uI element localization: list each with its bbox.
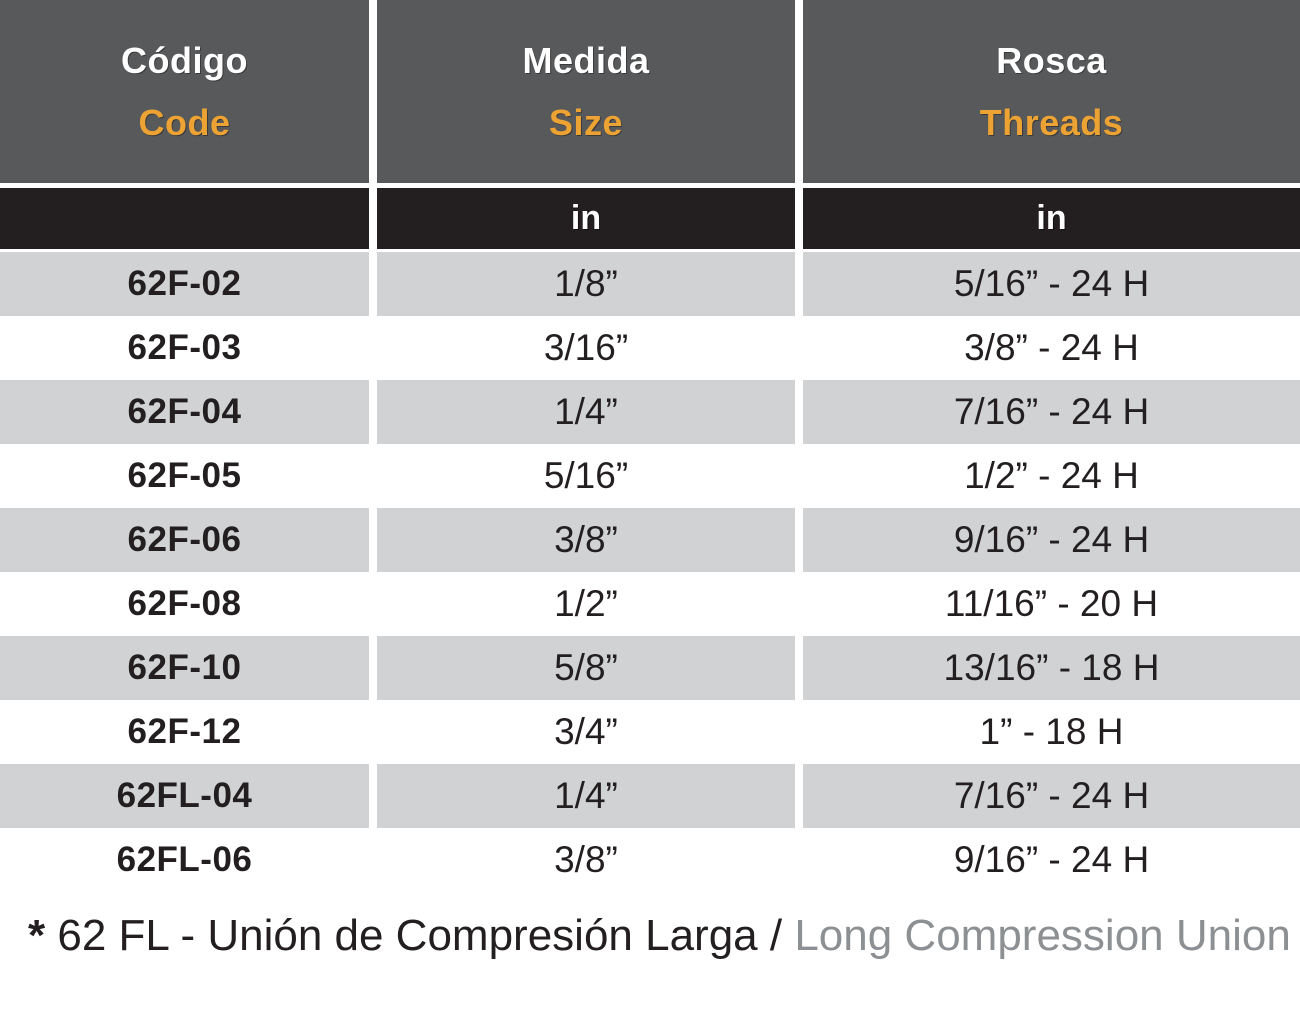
code-cell: 62FL-06 [0, 828, 369, 892]
table-row: 62F-03 3/16” 3/8” - 24 H [0, 316, 1300, 380]
threads-cell: 5/16” - 24 H [803, 252, 1300, 316]
unit-label-size: in [570, 199, 602, 237]
code-cell: 62F-06 [0, 508, 369, 572]
threads-cell: 1/2” - 24 H [803, 444, 1300, 508]
table-body: 62F-02 1/8” 5/16” - 24 H 62F-03 3/16” 3/… [0, 252, 1300, 892]
header-title-codigo: Código [121, 39, 248, 81]
header-title-rosca: Rosca [996, 39, 1107, 81]
size-cell: 5/8” [377, 636, 795, 700]
threads-cell: 9/16” - 24 H [803, 828, 1300, 892]
threads-cell: 9/16” - 24 H [803, 508, 1300, 572]
table-row: 62F-12 3/4” 1” - 18 H [0, 700, 1300, 764]
header-title-code: Code [138, 101, 231, 143]
code-cell: 62F-12 [0, 700, 369, 764]
footnote-text-en: Long Compression Union [794, 911, 1291, 960]
header-cell-size: Medida Size [377, 0, 795, 183]
code-cell: 62F-05 [0, 444, 369, 508]
table-row: 62F-08 1/2” 11/16” - 20 H [0, 572, 1300, 636]
size-cell: 1/4” [377, 764, 795, 828]
code-cell: 62F-02 [0, 252, 369, 316]
threads-cell: 3/8” - 24 H [803, 316, 1300, 380]
size-cell: 3/8” [377, 828, 795, 892]
header-cell-threads: Rosca Threads [803, 0, 1300, 183]
code-cell: 62F-10 [0, 636, 369, 700]
size-cell: 1/2” [377, 572, 795, 636]
unit-label-threads: in [1036, 199, 1067, 237]
table-row: 62F-02 1/8” 5/16” - 24 H [0, 252, 1300, 316]
code-cell: 62F-08 [0, 572, 369, 636]
unit-cell-size: in [377, 188, 795, 249]
table-row: 62F-10 5/8” 13/16” - 18 H [0, 636, 1300, 700]
code-cell: 62FL-04 [0, 764, 369, 828]
header-cell-code: Código Code [0, 0, 369, 183]
table-row: 62F-06 3/8” 9/16” - 24 H [0, 508, 1300, 572]
threads-cell: 7/16” - 24 H [803, 380, 1300, 444]
size-cell: 1/8” [377, 252, 795, 316]
header-title-size: Size [548, 101, 624, 143]
size-cell: 5/16” [377, 444, 795, 508]
header-title-medida: Medida [522, 39, 650, 81]
threads-cell: 1” - 18 H [803, 700, 1300, 764]
header-title-threads: Threads [979, 101, 1124, 143]
table-header-row: Código Code Medida Size Rosca Threads [0, 0, 1300, 183]
table-row: 62F-04 1/4” 7/16” - 24 H [0, 380, 1300, 444]
footnote-asterisk: * [28, 911, 46, 960]
table-unit-row: in in [0, 188, 1300, 249]
unit-cell-threads: in [803, 188, 1300, 249]
code-cell: 62F-04 [0, 380, 369, 444]
footnote: * 62 FL - Unión de Compresión Larga / Lo… [28, 908, 1300, 964]
table-row: 62FL-04 1/4” 7/16” - 24 H [0, 764, 1300, 828]
size-cell: 1/4” [377, 380, 795, 444]
size-cell: 3/4” [377, 700, 795, 764]
footnote-text-es: 62 FL - Unión de Compresión Larga / [45, 911, 795, 960]
threads-cell: 7/16” - 24 H [803, 764, 1300, 828]
threads-cell: 13/16” - 18 H [803, 636, 1300, 700]
code-cell: 62F-03 [0, 316, 369, 380]
size-cell: 3/16” [377, 316, 795, 380]
table-row: 62FL-06 3/8” 9/16” - 24 H [0, 828, 1300, 892]
table-row: 62F-05 5/16” 1/2” - 24 H [0, 444, 1300, 508]
size-cell: 3/8” [377, 508, 795, 572]
threads-cell: 11/16” - 20 H [803, 572, 1300, 636]
unit-cell-code [0, 188, 369, 249]
